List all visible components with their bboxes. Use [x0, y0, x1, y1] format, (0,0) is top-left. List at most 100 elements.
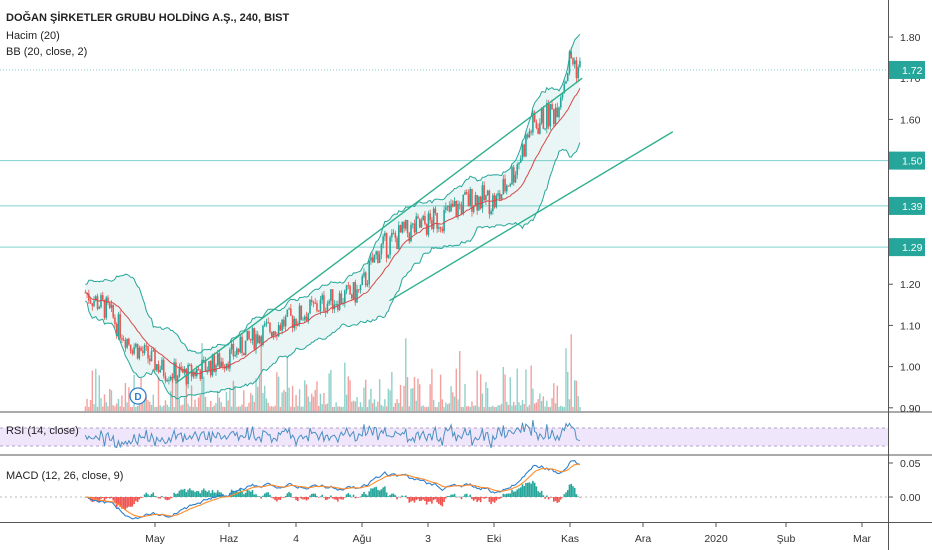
candle-body: [347, 285, 350, 287]
macd-histogram-bar: [502, 493, 505, 497]
volume-bar: [460, 406, 463, 411]
price-tick-label: 1.60: [900, 114, 921, 126]
candle-body: [528, 131, 531, 138]
macd-histogram-bar: [148, 495, 151, 497]
volume-bar: [544, 406, 546, 411]
macd-histogram-bar: [269, 494, 271, 497]
macd-histogram-bar: [157, 497, 160, 499]
level-price-tag: [889, 238, 925, 257]
macd-histogram-bar: [305, 497, 308, 501]
candle-body: [485, 195, 487, 201]
macd-histogram-bar: [509, 493, 512, 497]
trendline[interactable]: [389, 131, 674, 302]
macd-histogram-bar: [101, 497, 104, 498]
macd-histogram-bar: [394, 495, 397, 497]
macd-histogram-bar: [539, 492, 541, 497]
volume-bar: [434, 406, 437, 411]
candle-body: [310, 299, 313, 302]
macd-histogram-bar: [295, 497, 297, 501]
candle-body: [180, 366, 182, 369]
macd-histogram-bar: [573, 487, 576, 497]
volume-bar: [250, 392, 252, 411]
volume-bar: [288, 387, 290, 411]
macd-histogram-bar: [326, 497, 329, 500]
candle-body: [349, 285, 351, 295]
candle-body: [105, 297, 108, 318]
macd-histogram-bar: [366, 495, 369, 497]
volume-bar: [318, 405, 320, 411]
macd-histogram-bar: [208, 490, 210, 497]
candle-body: [364, 272, 367, 286]
volume-bar: [117, 398, 120, 411]
dividend-marker[interactable]: D: [129, 387, 147, 405]
volume-bar: [248, 402, 250, 411]
macd-histogram-bar: [201, 490, 203, 497]
volume-bar: [274, 405, 276, 411]
candle-body: [488, 190, 491, 215]
volume-bar: [216, 390, 219, 411]
macd-histogram-bar: [178, 490, 181, 497]
macd-histogram-bar: [126, 497, 128, 508]
macd-histogram-bar: [161, 495, 163, 497]
volume-bar: [466, 406, 468, 411]
macd-histogram-bar: [215, 492, 217, 497]
macd-histogram-bar: [500, 497, 503, 498]
candle-body: [189, 364, 191, 366]
macd-histogram-bar: [516, 489, 519, 497]
candle-body: [411, 223, 414, 225]
macd-histogram-bar: [465, 493, 468, 497]
candle-body: [166, 380, 168, 382]
candle-body: [361, 276, 364, 285]
candle-body: [323, 295, 325, 312]
macd-histogram-bar: [485, 497, 487, 499]
volume-bar: [312, 396, 315, 411]
candle-body: [530, 131, 532, 133]
level-price-text: 1.50: [902, 156, 923, 168]
macd-histogram-bar: [244, 492, 247, 497]
macd-histogram-bar: [283, 497, 285, 498]
price-tick-label: 0.90: [900, 403, 921, 415]
candle-body: [243, 353, 245, 356]
candle-body: [546, 103, 548, 129]
volume-bar: [476, 370, 478, 411]
candle-body: [178, 366, 181, 377]
volume-bar: [156, 406, 158, 411]
rsi-legend[interactable]: RSI (14, close): [6, 425, 79, 437]
trendline[interactable]: [175, 77, 583, 384]
candle-body: [432, 208, 435, 229]
volume-bar: [220, 402, 222, 411]
candle-body: [424, 215, 426, 225]
candle-body: [371, 257, 374, 263]
bb-legend[interactable]: BB (20, close, 2): [6, 46, 88, 58]
volume-bar: [147, 400, 149, 411]
volume-bar: [149, 401, 151, 411]
volume-bar: [406, 376, 409, 411]
volume-bar: [215, 403, 217, 411]
volume-bar: [253, 401, 255, 411]
candle-body: [354, 282, 357, 303]
volume-bar: [298, 389, 301, 411]
candle-body: [523, 144, 525, 157]
macd-histogram-bar: [143, 494, 146, 497]
volume-bar: [389, 390, 391, 411]
macd-histogram-bar: [135, 497, 137, 502]
candle-body: [519, 158, 522, 163]
macd-histogram-bar: [333, 497, 336, 500]
volume-bar: [464, 384, 466, 411]
volume-bar: [532, 388, 534, 411]
candle-body: [234, 354, 236, 357]
volume-bar: [344, 362, 346, 411]
volume-legend[interactable]: Hacim (20): [6, 30, 60, 42]
candle-body: [499, 193, 501, 200]
volume-bar: [469, 407, 471, 411]
macd-histogram-bar: [528, 482, 531, 497]
bollinger-fill: [85, 34, 580, 399]
macd-histogram-bar: [349, 494, 351, 497]
macd-histogram-bar: [399, 497, 402, 498]
macd-legend[interactable]: MACD (12, 26, close, 9): [6, 470, 124, 482]
candle-body: [267, 322, 269, 324]
volume-bar: [236, 406, 238, 411]
volume-bar: [175, 371, 177, 411]
macd-histogram-bar: [422, 497, 424, 500]
volume-bar: [182, 404, 184, 411]
